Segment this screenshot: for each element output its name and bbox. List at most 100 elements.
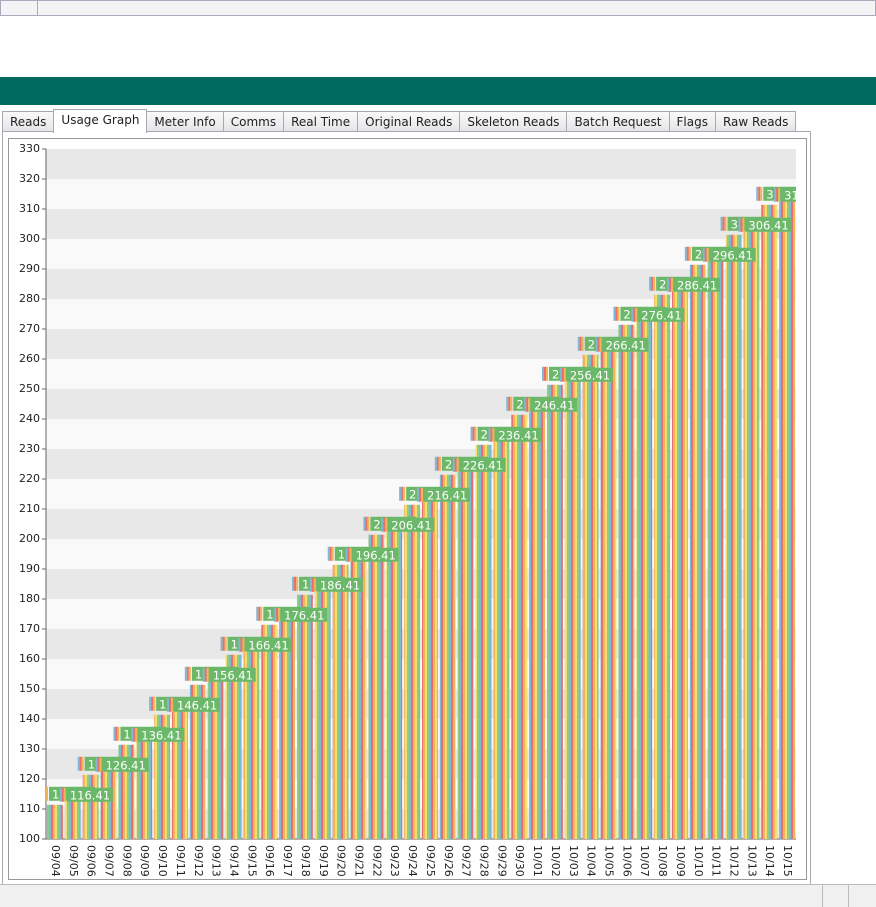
label-marker (240, 637, 243, 652)
tab[interactable]: Usage Graph (53, 109, 148, 133)
value-label-box (138, 727, 185, 742)
label-marker (385, 517, 388, 532)
label-marker (579, 336, 582, 351)
label-marker (490, 427, 493, 442)
label-marker (776, 187, 779, 202)
value-label: 126.41 (106, 758, 146, 772)
bar (154, 714, 170, 839)
grid-band (46, 149, 796, 179)
tab[interactable]: Reads (2, 111, 55, 132)
x-tick-label: 09/20 (335, 845, 348, 877)
bar (511, 414, 528, 839)
value-label: 136.41 (141, 728, 181, 742)
label-marker (296, 576, 298, 591)
label-marker (438, 456, 441, 471)
grid-band (46, 749, 796, 779)
tab[interactable]: Batch Request (566, 111, 670, 132)
grid-band (46, 569, 796, 599)
grid-band (46, 659, 796, 689)
tab[interactable]: Skeleton Reads (459, 111, 568, 132)
label-marker (688, 246, 691, 261)
label-marker (206, 667, 209, 682)
value-label-box (459, 457, 506, 472)
bar (779, 189, 795, 839)
label-marker (506, 396, 509, 411)
label-marker (492, 427, 495, 442)
label-marker (704, 247, 707, 262)
grid-band (46, 539, 796, 569)
label-marker (117, 726, 120, 741)
bar (547, 384, 563, 839)
value-label-box (352, 547, 399, 562)
label-marker (561, 367, 564, 382)
label-marker (577, 336, 580, 351)
grid-band (46, 329, 796, 359)
tab-bar: Reads Usage Graph Meter Info Comms Real Time… (2, 109, 797, 133)
bar (189, 684, 206, 839)
label-marker (454, 457, 457, 472)
label-marker (581, 336, 584, 351)
label-marker (774, 187, 777, 202)
bar (439, 474, 456, 839)
label-marker (615, 306, 618, 321)
value-label-box (316, 577, 363, 592)
label-marker (401, 486, 404, 501)
label-marker (434, 456, 437, 471)
bar (297, 594, 313, 839)
label-marker (399, 486, 402, 501)
toolbar (0, 0, 876, 16)
x-tick-label: 10/07 (638, 845, 651, 877)
bar (707, 249, 724, 839)
label-marker (542, 366, 544, 381)
label-marker (294, 576, 296, 591)
bar (47, 804, 63, 839)
label-marker (528, 397, 531, 412)
label-marker (46, 786, 48, 801)
banner (0, 77, 876, 105)
x-tick-label: 09/22 (370, 845, 383, 877)
x-tick-label: 09/06 (85, 845, 98, 877)
x-tick-label: 10/15 (781, 845, 794, 877)
value-label-box (495, 427, 542, 442)
x-tick-label: 09/09 (138, 845, 151, 877)
label-marker (327, 546, 330, 561)
label-marker (309, 577, 312, 592)
label-marker (133, 727, 136, 742)
label-marker (113, 726, 116, 741)
x-tick-label: 09/19 (317, 845, 330, 877)
bar (350, 549, 367, 839)
toolbar-button[interactable] (7, 1, 38, 15)
x-tick-label: 10/06 (620, 845, 633, 877)
x-tick-label: 09/21 (353, 845, 366, 877)
value-label: 146.41 (177, 698, 217, 712)
label-marker (738, 217, 741, 232)
bar (493, 429, 510, 839)
tab[interactable]: Original Reads (357, 111, 461, 132)
value-label: 176.41 (284, 608, 324, 622)
value-label: 196.41 (356, 548, 396, 562)
tab[interactable]: Real Time (283, 111, 359, 132)
tab[interactable]: Flags (668, 111, 716, 132)
x-tick-label: 09/11 (174, 845, 187, 877)
label-marker (778, 187, 781, 202)
y-tick-label: 330 (19, 142, 40, 155)
label-marker (186, 666, 189, 681)
label-marker (742, 217, 745, 232)
label-marker (452, 457, 455, 472)
tab[interactable]: Comms (222, 111, 285, 132)
tab[interactable]: Meter Info (146, 111, 224, 132)
label-marker (740, 217, 743, 232)
bar (654, 294, 670, 839)
x-tick-label: 09/10 (156, 845, 169, 877)
label-marker (238, 637, 241, 652)
label-marker (135, 727, 138, 742)
label-marker (188, 666, 191, 681)
bar (636, 309, 653, 839)
label-marker (367, 516, 370, 531)
y-tick-label: 280 (19, 292, 40, 305)
value-label-box (245, 637, 292, 652)
bar (332, 564, 349, 839)
tab[interactable]: Raw Reads (714, 111, 797, 132)
label-marker (724, 216, 727, 231)
